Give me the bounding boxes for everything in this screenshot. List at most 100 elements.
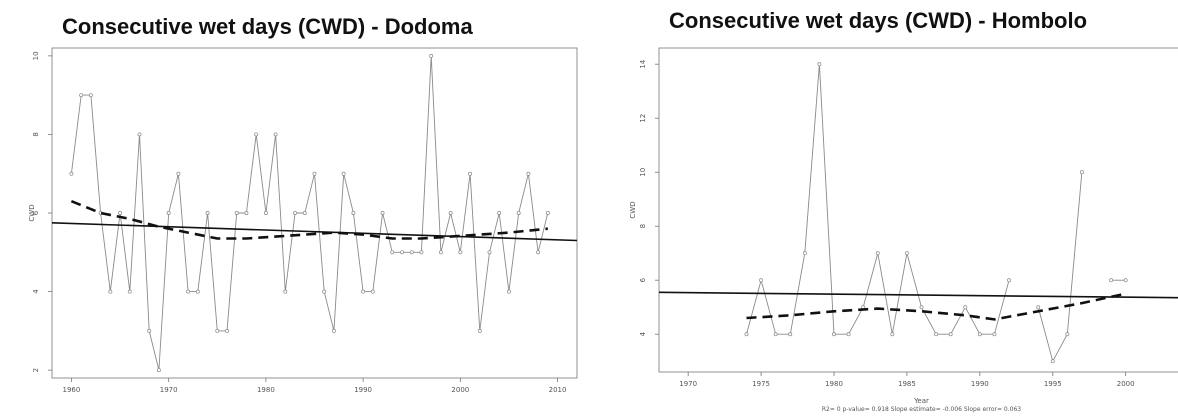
data-point [438, 250, 443, 255]
data-point [846, 332, 851, 337]
data-point [429, 53, 434, 58]
linear-trend-line [659, 291, 1178, 299]
linear-trend-line [52, 222, 577, 242]
plot-frame [658, 47, 1178, 373]
x-tick-label: 1970 [160, 386, 178, 394]
data-point [370, 289, 375, 294]
data-point [468, 171, 473, 176]
data-point [195, 289, 200, 294]
data-point [1050, 359, 1055, 364]
chart-dodoma: 1960 1970 1980 1990 2000 2010 2 4 6 8 10 CWD [28, 47, 578, 394]
data-point [79, 93, 84, 98]
data-point [1065, 332, 1070, 337]
data-point [919, 305, 924, 310]
data-point [351, 211, 356, 215]
smoothed-trend-line [70, 199, 548, 240]
x-tick-label: 1975 [752, 380, 770, 388]
x-tick-label: 1980 [257, 386, 275, 394]
data-point [759, 278, 764, 283]
data-point [186, 289, 191, 294]
data-point [88, 93, 93, 98]
data-point [361, 289, 366, 294]
series-line [70, 55, 549, 371]
data-point [1007, 278, 1011, 283]
y-tick-label: 10 [639, 168, 647, 177]
data-point [458, 250, 463, 255]
data-point [302, 211, 307, 215]
data-point [1109, 278, 1114, 283]
data-point [526, 171, 531, 176]
data-point [341, 171, 346, 176]
chart-panel-dodoma: Consecutive wet days (CWD) - Dodoma 1960… [28, 14, 578, 394]
data-point [419, 250, 424, 255]
data-point [977, 332, 982, 337]
chart-hombolo: 1970 1975 1980 1985 1990 1995 2000 4 6 8 10 12 14 CWD… [629, 47, 1178, 413]
data-point [322, 289, 327, 294]
y-tick-label: 8 [32, 132, 40, 136]
data-point [166, 211, 171, 215]
data-point [400, 250, 404, 255]
x-tick-label: 2010 [549, 386, 567, 394]
data-point [788, 332, 793, 337]
data-point [390, 250, 395, 255]
data-point [127, 289, 132, 294]
data-point [254, 132, 259, 137]
data-point [506, 289, 511, 294]
x-tick-label: 1990 [354, 386, 372, 394]
data-point [536, 250, 541, 255]
plot-area [52, 53, 577, 373]
data-point [263, 211, 268, 215]
data-point [875, 251, 880, 256]
data-point [773, 332, 778, 337]
chart-panel-hombolo: Consecutive wet days (CWD) - Hombolo 197… [589, 0, 1178, 419]
data-point [1123, 278, 1128, 283]
chart-title-hombolo: Consecutive wet days (CWD) - Hombolo [669, 8, 1088, 33]
data-point [516, 211, 521, 215]
data-point [487, 250, 492, 255]
data-point [331, 328, 336, 333]
data-point [817, 62, 822, 67]
data-point [802, 251, 807, 256]
data-point [477, 328, 482, 333]
data-point [1079, 170, 1084, 175]
y-tick-label: 12 [639, 114, 647, 123]
data-point [380, 211, 385, 215]
data-point [244, 211, 249, 215]
data-point [176, 171, 181, 176]
data-point [409, 250, 414, 255]
data-point [293, 211, 298, 215]
plot-area [659, 62, 1178, 364]
data-point [234, 211, 239, 215]
x-axis-label: Year [913, 397, 929, 405]
x-tick-label: 1960 [63, 386, 81, 394]
smoothed-trend-line [746, 292, 1126, 321]
x-tick-label: 1970 [679, 380, 697, 388]
data-point [448, 211, 453, 215]
data-point [904, 251, 909, 256]
y-tick-label: 4 [32, 289, 40, 294]
y-tick-label: 10 [32, 51, 40, 60]
data-point [137, 132, 142, 137]
data-point [215, 328, 220, 333]
y-tick-label: 6 [32, 210, 40, 215]
data-point [108, 289, 113, 294]
y-tick-label: 8 [639, 224, 647, 228]
y-tick-label: 6 [639, 277, 647, 282]
data-point [156, 368, 161, 373]
data-point [744, 332, 749, 337]
data-point [69, 171, 74, 176]
data-point [147, 328, 152, 333]
series-line [1037, 172, 1083, 363]
data-point [1036, 305, 1041, 310]
data-point [948, 332, 953, 337]
x-tick-label: 1995 [1044, 380, 1062, 388]
y-axis-label: CWD [629, 201, 637, 218]
data-point [832, 332, 836, 337]
y-tick-label: 14 [639, 59, 647, 68]
y-axis-label: CWD [28, 204, 36, 221]
x-tick-label: 2000 [451, 386, 469, 394]
y-tick-label: 2 [32, 368, 40, 372]
data-point [992, 332, 997, 337]
data-point [890, 332, 895, 337]
data-point [497, 211, 502, 215]
